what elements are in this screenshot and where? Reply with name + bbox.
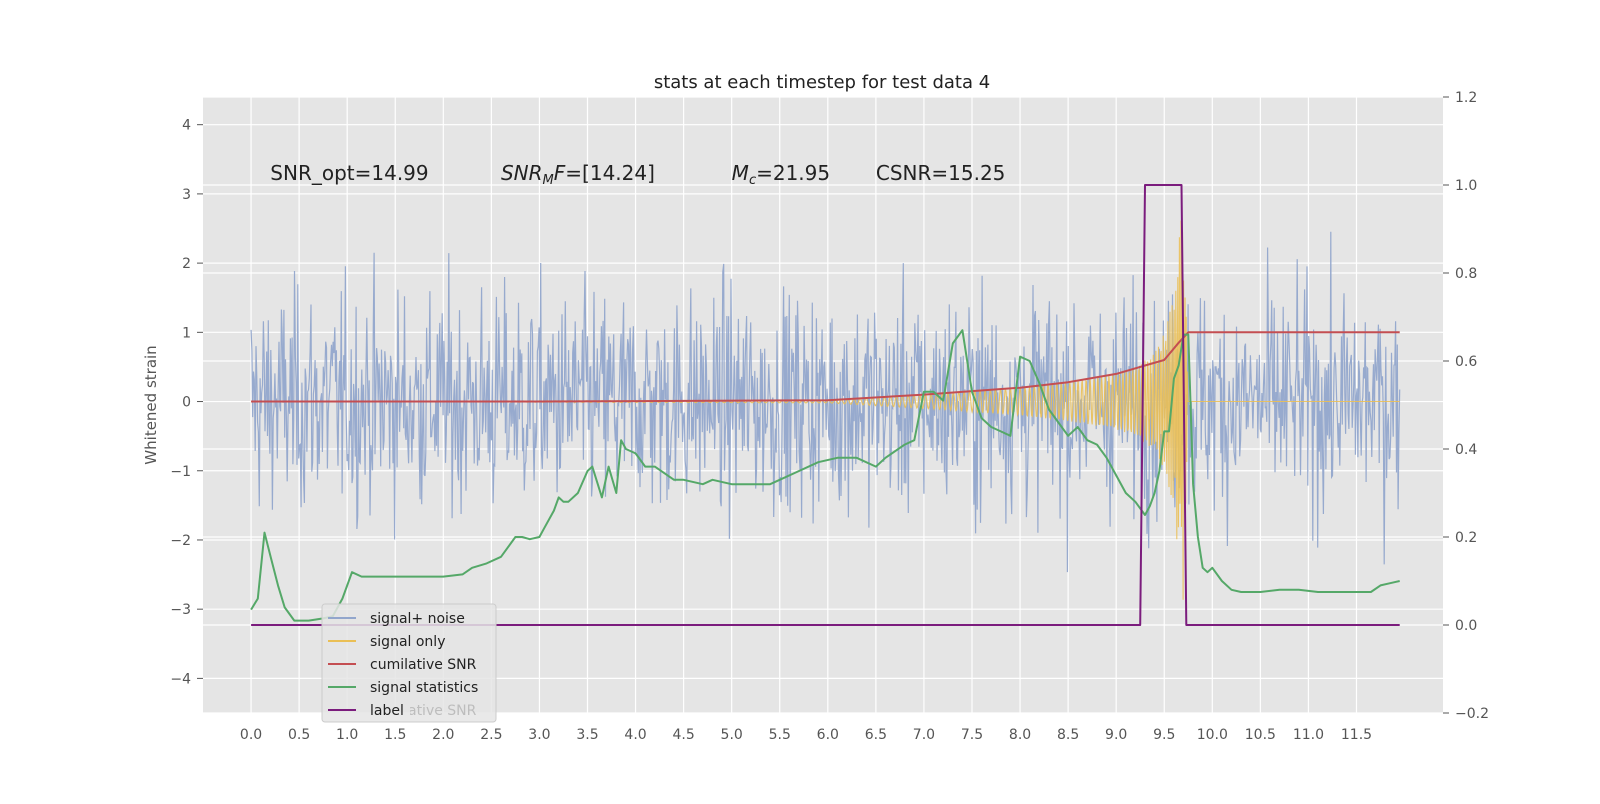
- x-tick-label: 7.5: [961, 727, 983, 743]
- y2-tick-label: 1.2: [1455, 90, 1477, 106]
- x-tick-label: 3.5: [576, 727, 598, 743]
- y-axis-ticks: 4 3 2 1 0 −1 −2 −3 −4: [170, 118, 203, 687]
- annotation: Mc=21.95: [732, 161, 830, 188]
- annotation-base: M: [732, 161, 749, 185]
- x-tick-label: 2.5: [480, 727, 502, 743]
- annotation-sub: M: [543, 173, 554, 188]
- line-signal-statistics: [250, 329, 1400, 622]
- x-tick-label: 9.5: [1153, 727, 1175, 743]
- line-signal-noise: [250, 231, 1401, 573]
- y2-tick-label: 1.0: [1455, 178, 1477, 194]
- annotation-value: =[14.24]: [565, 161, 655, 185]
- annotation: SNRMF=[14.24]: [501, 161, 655, 188]
- y2-tick-label: 0.8: [1455, 266, 1477, 282]
- y-tick-label: 1: [182, 325, 191, 341]
- legend-hidden-label: cumilative SNR: [370, 703, 477, 719]
- line-cumulative-snr: [251, 331, 1400, 403]
- x-tick-label: 10.0: [1197, 727, 1228, 743]
- y-tick-label: 3: [182, 187, 191, 203]
- y2-axis-ticks: 1.2 1.0 0.8 0.6 0.4 0.2 0.0 −0.2: [1443, 90, 1489, 722]
- annotation-italic: F: [554, 161, 566, 185]
- line-label: [251, 184, 1400, 626]
- annotation: SNR_opt=14.99: [270, 161, 428, 185]
- series-signal-noise: [250, 231, 1401, 573]
- series-cumulative-snr: [251, 331, 1400, 403]
- annotations: SNR_opt=14.99 SNRMF=[14.24] Mc=21.95 CSNR=1…: [270, 161, 1005, 188]
- x-tick-label: 2.0: [432, 727, 454, 743]
- x-tick-label: 6.5: [865, 727, 887, 743]
- legend-label: signal only: [370, 634, 445, 650]
- y-tick-label: −2: [170, 533, 191, 549]
- annotation-base: SNR: [501, 161, 543, 185]
- y2-tick-label: 0.2: [1455, 530, 1477, 546]
- x-tick-label: 1.5: [384, 727, 406, 743]
- annotation-rest: F=[14.24]: [554, 161, 655, 185]
- y-tick-label: 4: [182, 118, 191, 134]
- y-tick-label: −1: [170, 464, 191, 480]
- x-tick-label: 11.5: [1341, 727, 1372, 743]
- y2-tick-label: 0.6: [1455, 354, 1477, 370]
- annotation: CSNR=15.25: [876, 161, 1006, 185]
- x-tick-label: 4.0: [624, 727, 646, 743]
- y-axis-label: Whitened strain: [142, 345, 160, 464]
- x-tick-label: 8.5: [1057, 727, 1079, 743]
- annotation-rest: =21.95: [756, 161, 830, 185]
- y-tick-label: −4: [170, 671, 191, 687]
- x-axis-ticks: 0.0 0.5 1.0 1.5 2.0 2.5 3.0 3.5 4.0 4.5 5.0 5.5 6.0 6…: [240, 727, 1372, 743]
- x-tick-label: 7.0: [913, 727, 935, 743]
- y2-tick-label: 0.4: [1455, 442, 1477, 458]
- legend-label: signal statistics: [370, 680, 478, 696]
- annotation-sub: c: [749, 173, 756, 188]
- legend-box: [321, 603, 497, 723]
- x-tick-label: 5.0: [721, 727, 743, 743]
- x-tick-label: 9.0: [1105, 727, 1127, 743]
- legend-label: cumilative SNR: [370, 657, 477, 673]
- y2-tick-label: 0.0: [1455, 618, 1477, 634]
- grid: [203, 96, 1443, 714]
- y-tick-label: 2: [182, 256, 191, 272]
- x-tick-label: 3.0: [528, 727, 550, 743]
- x-tick-label: 0.5: [288, 727, 310, 743]
- y-tick-label: −3: [170, 602, 191, 618]
- x-tick-label: 11.0: [1293, 727, 1324, 743]
- x-tick-label: 5.5: [769, 727, 791, 743]
- y2-tick-label: −0.2: [1455, 706, 1489, 722]
- x-tick-label: 6.0: [817, 727, 839, 743]
- legend-label: label: [370, 703, 404, 719]
- x-tick-label: 0.0: [240, 727, 262, 743]
- x-tick-label: 8.0: [1009, 727, 1031, 743]
- x-tick-label: 10.5: [1245, 727, 1276, 743]
- x-tick-label: 4.5: [672, 727, 694, 743]
- x-tick-label: 1.0: [336, 727, 358, 743]
- y-tick-label: 0: [182, 395, 191, 411]
- series-signal-statistics: [250, 329, 1400, 622]
- series-label: [251, 184, 1400, 626]
- chart-title: stats at each timestep for test data 4: [654, 72, 990, 93]
- legend: signal+ noise signal only cumilative SNR si…: [321, 603, 497, 723]
- legend-label: signal+ noise: [370, 611, 465, 627]
